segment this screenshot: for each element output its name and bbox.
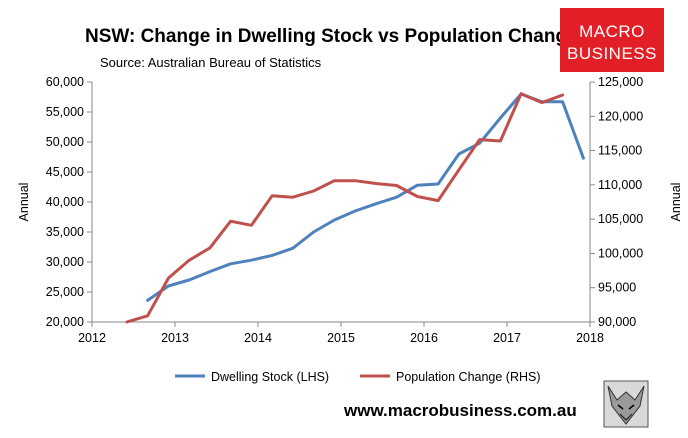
y-tick-label: 30,000 [46,255,84,269]
dwelling-stock-line [146,92,585,302]
legend-label-dwelling: Dwelling Stock (LHS) [211,370,329,384]
website-url: www.macrobusiness.com.au [343,401,577,420]
y2-tick-label: 115,000 [598,144,642,158]
y-tick-label: 35,000 [46,225,84,239]
y2-tick-labels: 90,000 95,000 100,000 105,000 110,000 115,000… [598,75,643,329]
logo-text-macro: MACRO [579,22,645,41]
y-tick-label: 40,000 [46,195,84,209]
y2-tick-label: 120,000 [598,109,643,123]
y-tick-label: 55,000 [46,105,84,119]
y2-tick-label: 125,000 [598,75,643,89]
logo: MACRO BUSINESS [560,8,664,72]
chart-title: NSW: Change in Dwelling Stock vs Populat… [85,26,578,47]
chart-subtitle: Source: Australian Bureau of Statistics [100,55,322,70]
y2-tick-label: 90,000 [598,315,636,329]
y-tick-label: 25,000 [46,285,84,299]
y-tick-label: 50,000 [46,135,84,149]
series [125,92,585,324]
x-tick-label: 2017 [493,331,521,345]
x-tick-labels: 2012 2013 2014 2015 2016 2017 2018 [78,331,604,345]
y2-tick-label: 110,000 [598,178,642,192]
legend-label-population: Population Change (RHS) [396,370,541,384]
y2-axis-title: Annual [669,183,683,222]
y-tick-label: 45,000 [46,165,84,179]
x-tick-label: 2018 [576,331,604,345]
x-tick-label: 2013 [161,331,189,345]
y2-tick-label: 95,000 [598,281,636,295]
axes [87,81,595,327]
y-tick-labels: 20,000 25,000 30,000 35,000 40,000 45,000 50,0… [46,75,84,329]
logo-text-business: BUSINESS [567,44,657,63]
x-tick-label: 2014 [244,331,272,345]
population-change-line [125,92,565,324]
y-axis-title: Annual [17,183,31,222]
y2-tick-label: 105,000 [598,212,643,226]
logo-background [560,8,664,72]
y-tick-label: 20,000 [46,315,84,329]
x-tick-label: 2015 [327,331,355,345]
y2-tick-label: 100,000 [598,246,643,260]
y-tick-label: 60,000 [46,75,84,89]
x-tick-label: 2012 [78,331,106,345]
legend: Dwelling Stock (LHS) Population Change (… [175,370,541,384]
fox-logo-icon [603,380,649,428]
x-tick-label: 2016 [410,331,438,345]
